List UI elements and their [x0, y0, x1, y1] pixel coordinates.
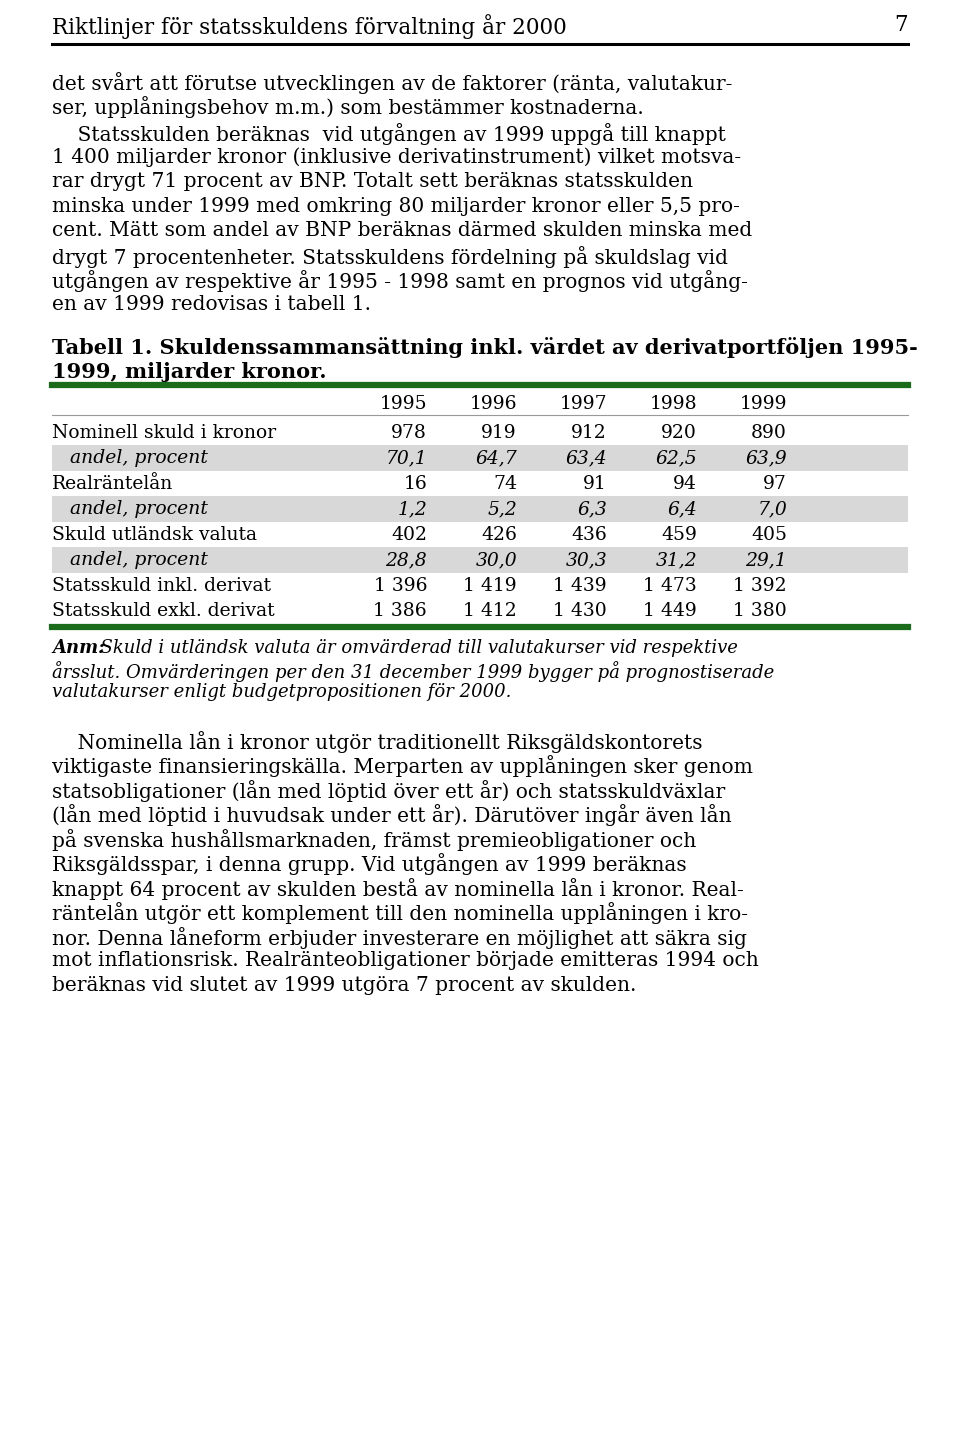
Text: 1 392: 1 392 — [733, 576, 787, 595]
Text: Riktlinjer för statsskuldens förvaltning år 2000: Riktlinjer för statsskuldens förvaltning… — [52, 15, 566, 39]
Text: 1 419: 1 419 — [464, 576, 517, 595]
Text: årsslut. Omvärderingen per den 31 december 1999 bygger på prognostiserade: årsslut. Omvärderingen per den 31 decemb… — [52, 660, 775, 682]
Text: 405: 405 — [751, 525, 787, 544]
Text: Statsskuld exkl. derivat: Statsskuld exkl. derivat — [52, 602, 275, 620]
Text: 1996: 1996 — [469, 395, 517, 414]
Text: 920: 920 — [661, 424, 697, 441]
Text: andel, procent: andel, procent — [70, 450, 208, 467]
Text: 28,8: 28,8 — [385, 551, 427, 569]
Text: 1 473: 1 473 — [643, 576, 697, 595]
Text: 70,1: 70,1 — [385, 450, 427, 467]
Text: nor. Denna låneform erbjuder investerare en möjlighet att säkra sig: nor. Denna låneform erbjuder investerare… — [52, 927, 747, 949]
Text: Riksgäldsspar, i denna grupp. Vid utgången av 1999 beräknas: Riksgäldsspar, i denna grupp. Vid utgång… — [52, 853, 686, 875]
Text: 978: 978 — [391, 424, 427, 441]
Text: 1997: 1997 — [560, 395, 607, 414]
Text: 1 412: 1 412 — [464, 602, 517, 620]
Text: beräknas vid slutet av 1999 utgöra 7 procent av skulden.: beräknas vid slutet av 1999 utgöra 7 pro… — [52, 975, 636, 995]
Text: 1995: 1995 — [379, 395, 427, 414]
Text: på svenska hushållsmarknaden, främst premieobligationer och: på svenska hushållsmarknaden, främst pre… — [52, 829, 696, 850]
Text: 919: 919 — [481, 424, 517, 441]
Text: 30,3: 30,3 — [565, 551, 607, 569]
Text: valutakurser enligt budgetpropositionen för 2000.: valutakurser enligt budgetpropositionen … — [52, 682, 512, 701]
Text: knappt 64 procent av skulden bestå av nominella lån i kronor. Real-: knappt 64 procent av skulden bestå av no… — [52, 878, 744, 900]
Text: räntelån utgör ett komplement till den nominella upplåningen i kro-: räntelån utgör ett komplement till den n… — [52, 903, 748, 924]
Text: Statsskuld inkl. derivat: Statsskuld inkl. derivat — [52, 576, 271, 595]
Text: rar drygt 71 procent av BNP. Totalt sett beräknas statsskulden: rar drygt 71 procent av BNP. Totalt sett… — [52, 173, 693, 192]
Text: 1 439: 1 439 — [553, 576, 607, 595]
Text: mot inflationsrisk. Realränteobligationer började emitteras 1994 och: mot inflationsrisk. Realränteobligatione… — [52, 952, 758, 971]
Text: 459: 459 — [661, 525, 697, 544]
Text: minska under 1999 med omkring 80 miljarder kronor eller 5,5 pro-: minska under 1999 med omkring 80 miljard… — [52, 196, 740, 216]
Text: Anm:: Anm: — [52, 638, 105, 657]
Text: ser, upplåningsbehov m.m.) som bestämmer kostnaderna.: ser, upplåningsbehov m.m.) som bestämmer… — [52, 97, 644, 119]
Text: Nominell skuld i kronor: Nominell skuld i kronor — [52, 424, 276, 441]
Text: andel, procent: andel, procent — [70, 551, 208, 569]
Text: statsobligationer (lån med löptid över ett år) och statsskuldväxlar: statsobligationer (lån med löptid över e… — [52, 779, 725, 801]
Text: 1 396: 1 396 — [373, 576, 427, 595]
Text: Statsskulden beräknas  vid utgången av 1999 uppgå till knappt: Statsskulden beräknas vid utgången av 19… — [52, 123, 726, 145]
Text: Skuld utländsk valuta: Skuld utländsk valuta — [52, 525, 257, 544]
Text: 890: 890 — [751, 424, 787, 441]
Text: 1 380: 1 380 — [733, 602, 787, 620]
Text: 1 430: 1 430 — [553, 602, 607, 620]
Text: 5,2: 5,2 — [488, 501, 517, 518]
Text: en av 1999 redovisas i tabell 1.: en av 1999 redovisas i tabell 1. — [52, 295, 371, 313]
Text: 426: 426 — [481, 525, 517, 544]
Text: 912: 912 — [571, 424, 607, 441]
Text: andel, procent: andel, procent — [70, 501, 208, 518]
Text: Realräntelån: Realräntelån — [52, 474, 173, 493]
Text: 62,5: 62,5 — [656, 450, 697, 467]
Text: Tabell 1. Skuldenssammansättning inkl. värdet av derivatportföljen 1995-: Tabell 1. Skuldenssammansättning inkl. v… — [52, 337, 918, 358]
Text: 30,0: 30,0 — [475, 551, 517, 569]
Text: 7: 7 — [895, 15, 908, 36]
Text: 74: 74 — [493, 474, 517, 493]
Text: 63,9: 63,9 — [745, 450, 787, 467]
Text: Nominella lån i kronor utgör traditionellt Riksgäldskontorets: Nominella lån i kronor utgör traditionel… — [52, 731, 703, 753]
Text: cent. Mätt som andel av BNP beräknas därmed skulden minska med: cent. Mätt som andel av BNP beräknas där… — [52, 221, 753, 239]
Bar — [52, 547, 908, 573]
Text: 436: 436 — [571, 525, 607, 544]
Text: 64,7: 64,7 — [475, 450, 517, 467]
Bar — [52, 445, 908, 470]
Text: 6,4: 6,4 — [667, 501, 697, 518]
Text: 402: 402 — [391, 525, 427, 544]
Text: drygt 7 procentenheter. Statsskuldens fördelning på skuldslag vid: drygt 7 procentenheter. Statsskuldens fö… — [52, 245, 728, 267]
Text: 1 449: 1 449 — [643, 602, 697, 620]
Bar — [52, 496, 908, 522]
Text: 1999, miljarder kronor.: 1999, miljarder kronor. — [52, 363, 326, 383]
Text: 29,1: 29,1 — [745, 551, 787, 569]
Text: 7,0: 7,0 — [757, 501, 787, 518]
Text: 31,2: 31,2 — [656, 551, 697, 569]
Text: det svårt att förutse utvecklingen av de faktorer (ränta, valutakur-: det svårt att förutse utvecklingen av de… — [52, 73, 732, 94]
Text: (lån med löptid i huvudsak under ett år). Därutöver ingår även lån: (lån med löptid i huvudsak under ett år)… — [52, 804, 732, 826]
Text: 1998: 1998 — [649, 395, 697, 414]
Text: 1,2: 1,2 — [397, 501, 427, 518]
Text: 6,3: 6,3 — [577, 501, 607, 518]
Text: 91: 91 — [584, 474, 607, 493]
Text: 63,4: 63,4 — [565, 450, 607, 467]
Text: 16: 16 — [403, 474, 427, 493]
Text: 1999: 1999 — [739, 395, 787, 414]
Text: 1 386: 1 386 — [373, 602, 427, 620]
Text: 94: 94 — [673, 474, 697, 493]
Text: 1 400 miljarder kronor (inklusive derivatinstrument) vilket motsva-: 1 400 miljarder kronor (inklusive deriva… — [52, 148, 741, 167]
Text: utgången av respektive år 1995 - 1998 samt en prognos vid utgång-: utgången av respektive år 1995 - 1998 sa… — [52, 270, 748, 292]
Text: viktigaste finansieringskälla. Merparten av upplåningen sker genom: viktigaste finansieringskälla. Merparten… — [52, 755, 753, 778]
Text: 97: 97 — [763, 474, 787, 493]
Text: Skuld i utländsk valuta är omvärderad till valutakurser vid respektive: Skuld i utländsk valuta är omvärderad ti… — [89, 638, 738, 657]
